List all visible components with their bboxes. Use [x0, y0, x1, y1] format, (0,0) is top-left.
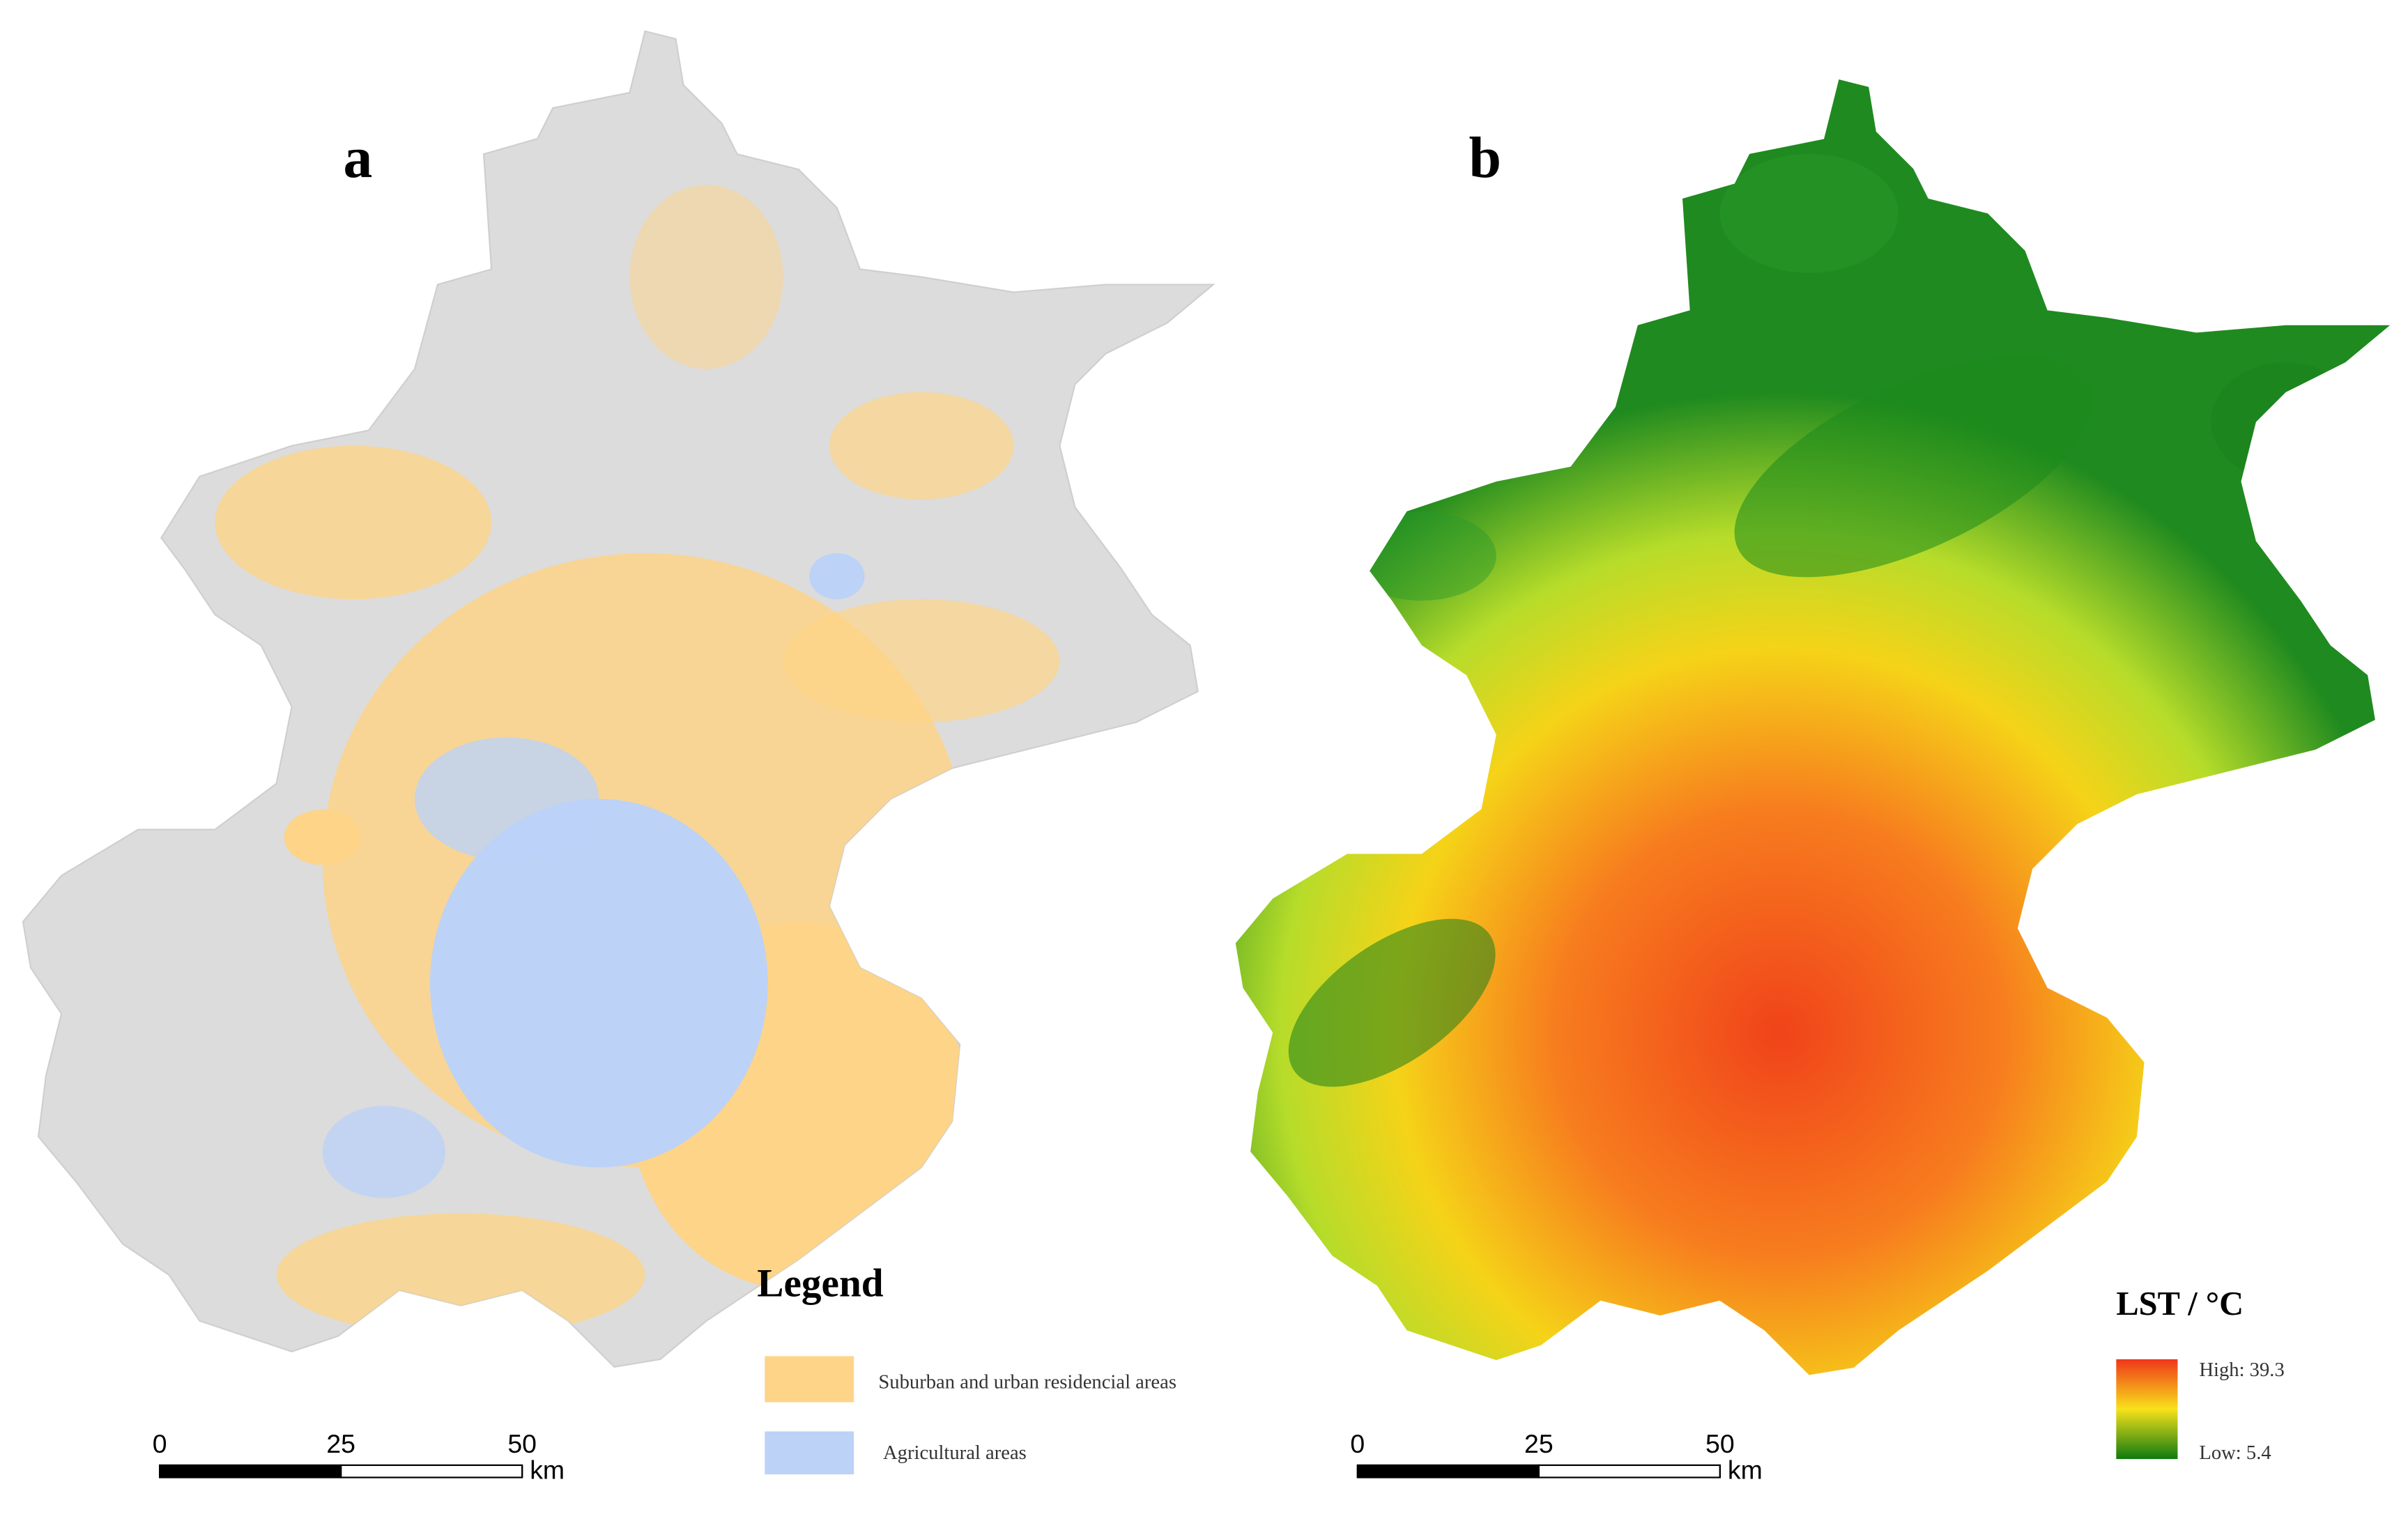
- legend-label: Agricultural areas: [883, 1442, 1027, 1464]
- map-boundary: [1235, 79, 2391, 1375]
- scale-tick-label: 50: [507, 1429, 537, 1458]
- agricultural-area: [809, 553, 865, 600]
- land-use-patches: [215, 185, 1060, 1336]
- cool-area: [2211, 362, 2361, 482]
- land-use-map: [22, 30, 1214, 1368]
- urban-area: [215, 445, 492, 600]
- cool-area: [1288, 918, 1496, 1087]
- scale-bar-segment: [340, 1464, 523, 1478]
- scale-tick-label: 25: [1524, 1429, 1554, 1458]
- urban-area: [629, 185, 783, 369]
- agricultural-area: [322, 1106, 445, 1198]
- legend-label: Suburban and urban residencial areas: [878, 1371, 1176, 1393]
- agricultural-area: [414, 737, 599, 860]
- scale-unit: km: [1728, 1456, 1763, 1485]
- urban-area: [276, 1213, 645, 1336]
- legend-title: LST / °C: [2116, 1285, 2244, 1322]
- color-ramp: [2116, 1359, 2178, 1460]
- lst-map: [1235, 79, 2391, 1375]
- legend-swatch: [765, 1356, 854, 1403]
- cool-area: [1734, 356, 2092, 578]
- scale-unit: km: [530, 1456, 565, 1485]
- cool-area: [1719, 153, 1899, 273]
- scale-bar-segment: [159, 1464, 342, 1478]
- legend-title: Legend: [757, 1262, 884, 1306]
- panel-label: b: [1468, 125, 1501, 190]
- scale-bar-segment: [1356, 1464, 1540, 1478]
- urban-area: [284, 810, 361, 865]
- urban-area: [783, 599, 1060, 723]
- scale-tick-label: 0: [1350, 1429, 1365, 1458]
- legend-high: High: 39.3: [2199, 1359, 2284, 1381]
- scale-tick-label: 50: [1705, 1429, 1735, 1458]
- scale-tick-label: 25: [326, 1429, 355, 1458]
- agricultural-area: [429, 798, 768, 1168]
- cool-area: [1347, 511, 1496, 601]
- scale-bar-segment: [1537, 1464, 1721, 1478]
- urban-area: [829, 392, 1014, 500]
- panel-label: a: [343, 125, 372, 190]
- legend-swatch: [765, 1431, 854, 1475]
- legend-low: Low: 5.4: [2199, 1442, 2271, 1464]
- scale-tick-label: 0: [153, 1429, 167, 1458]
